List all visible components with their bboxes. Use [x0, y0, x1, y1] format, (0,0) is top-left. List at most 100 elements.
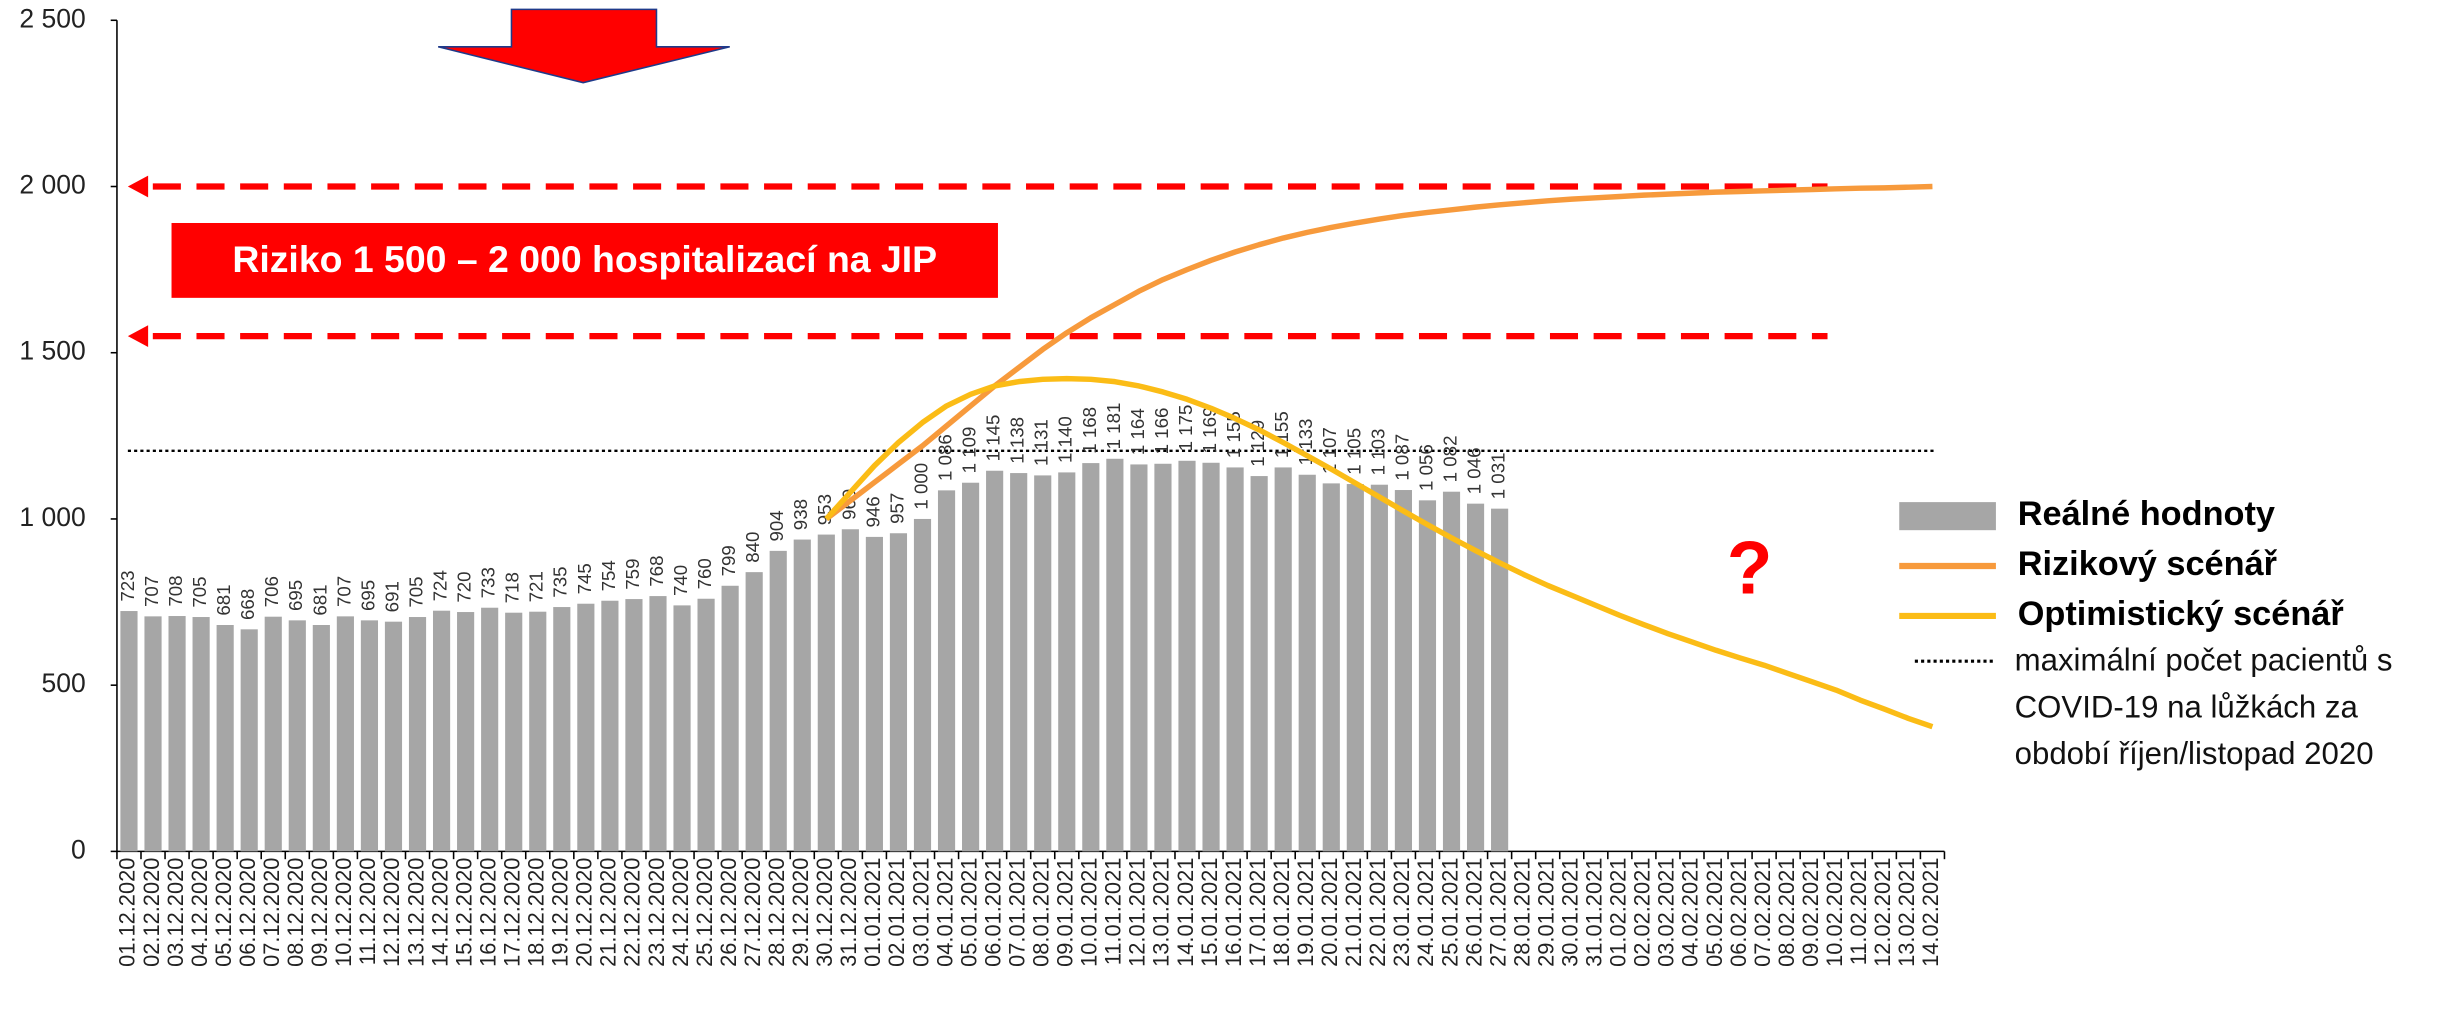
- value-label: 668: [237, 589, 258, 620]
- bar: [1442, 491, 1461, 852]
- bar: [1250, 476, 1268, 852]
- x-tick-label: 17.12.2020: [499, 858, 524, 967]
- bar: [408, 617, 427, 852]
- bar: [1178, 460, 1196, 852]
- bar: [841, 529, 859, 852]
- bar: [793, 539, 811, 852]
- x-tick-label: 02.02.2021: [1630, 858, 1655, 967]
- x-tick-label: 15.01.2021: [1197, 858, 1222, 967]
- x-tick-label: 15.12.2020: [451, 858, 476, 967]
- line: [824, 375, 1934, 730]
- bar: [769, 550, 787, 852]
- x-tick-label: 05.02.2021: [1702, 858, 1727, 967]
- x-tick-label: 09.12.2020: [307, 858, 332, 967]
- bar: [529, 611, 547, 852]
- bar: [312, 625, 330, 852]
- value-label: 1 000: [910, 463, 931, 510]
- y-tick-label: 1 000: [19, 502, 85, 532]
- bar: [1394, 490, 1412, 852]
- x-tick-label: 26.12.2020: [716, 858, 741, 967]
- x-tick-label: 17.01.2021: [1245, 858, 1270, 967]
- x-tick-label: 20.01.2021: [1317, 858, 1342, 967]
- x-tick-label: 16.12.2020: [475, 858, 500, 967]
- value-label: 720: [454, 571, 475, 602]
- value-label: 705: [189, 576, 210, 607]
- value-label: 799: [718, 545, 739, 576]
- x-tick-label: 11.02.2021: [1846, 858, 1871, 966]
- value-label: 745: [574, 563, 595, 594]
- value-label: 1 145: [983, 415, 1004, 462]
- value-label: 840: [742, 532, 763, 563]
- bar: [865, 536, 883, 852]
- bar: [1034, 475, 1052, 852]
- y-tick-label: 500: [42, 668, 86, 698]
- value-label: 707: [333, 576, 354, 607]
- x-tick-label: 06.12.2020: [235, 858, 260, 967]
- bar: [120, 611, 138, 852]
- x-tick-label: 14.01.2021: [1173, 858, 1198, 967]
- risk-arrowhead: [127, 175, 149, 198]
- value-label: 760: [694, 558, 715, 589]
- x-tick-label: 24.12.2020: [668, 858, 693, 967]
- x-tick-label: 31.12.2020: [836, 858, 861, 967]
- value-label: 733: [478, 567, 499, 598]
- x-tick-label: 22.01.2021: [1365, 858, 1390, 967]
- x-tick-label: 21.01.2021: [1341, 858, 1366, 967]
- x-tick-label: 06.01.2021: [980, 858, 1005, 967]
- arrow-decoration: [437, 8, 730, 84]
- value-label: 938: [790, 499, 811, 530]
- bar: [1202, 462, 1220, 852]
- x-tick-label: 23.01.2021: [1389, 858, 1414, 967]
- bar: [1346, 484, 1364, 852]
- x-tick-label: 05.01.2021: [956, 858, 981, 967]
- x-tick-label: 08.12.2020: [283, 858, 308, 967]
- question-mark: ?: [1727, 526, 1773, 610]
- bar: [1298, 474, 1316, 852]
- bar: [553, 607, 571, 852]
- x-tick-label: 21.12.2020: [596, 858, 621, 967]
- value-label: 1 087: [1391, 434, 1412, 481]
- x-tick-label: 28.01.2021: [1509, 858, 1534, 967]
- x-tick-label: 02.12.2020: [139, 858, 164, 967]
- value-label: 681: [309, 584, 330, 615]
- bar: [1106, 458, 1124, 852]
- value-label: 904: [766, 510, 787, 541]
- x-tick-label: 12.01.2021: [1125, 858, 1150, 967]
- legend-label: maximální počet pacientů s COVID-19 na l…: [2014, 644, 2393, 772]
- bar: [673, 605, 691, 852]
- value-label: 1 046: [1463, 447, 1484, 494]
- risk-box: [171, 222, 998, 298]
- value-label: 721: [526, 571, 547, 602]
- bar: [986, 470, 1004, 852]
- bar: [962, 482, 980, 852]
- bar: [192, 617, 210, 852]
- x-tick-label: 27.12.2020: [740, 858, 765, 967]
- bar: [1058, 472, 1076, 852]
- x-tick-label: 05.12.2020: [211, 858, 236, 967]
- x-tick-label: 02.01.2021: [884, 858, 909, 967]
- x-tick-label: 30.12.2020: [812, 858, 837, 967]
- bar: [1370, 484, 1388, 852]
- bar: [1466, 503, 1485, 852]
- x-tick-label: 11.01.2021: [1101, 858, 1126, 966]
- x-tick-label: 03.12.2020: [163, 858, 188, 967]
- x-tick-label: 13.12.2020: [403, 858, 428, 967]
- bar: [1010, 473, 1028, 852]
- bar: [625, 599, 643, 852]
- x-tick-label: 01.02.2021: [1606, 858, 1631, 967]
- value-label: 1 168: [1079, 407, 1100, 454]
- bar: [216, 625, 234, 852]
- x-tick-label: 01.12.2020: [115, 858, 140, 967]
- x-tick-label: 20.12.2020: [572, 858, 597, 967]
- bar: [649, 596, 667, 852]
- line: [824, 183, 1933, 522]
- value-label: 1 082: [1439, 436, 1460, 483]
- x-tick-label: 01.01.2021: [860, 858, 885, 967]
- x-tick-label: 07.02.2021: [1750, 858, 1775, 967]
- value-label: 1 140: [1055, 416, 1076, 463]
- value-label: 740: [670, 565, 691, 596]
- bar: [889, 533, 908, 852]
- bar: [384, 621, 403, 852]
- legend-text-box: maximální počet pacientů s COVID-19 na l…: [2014, 644, 2393, 772]
